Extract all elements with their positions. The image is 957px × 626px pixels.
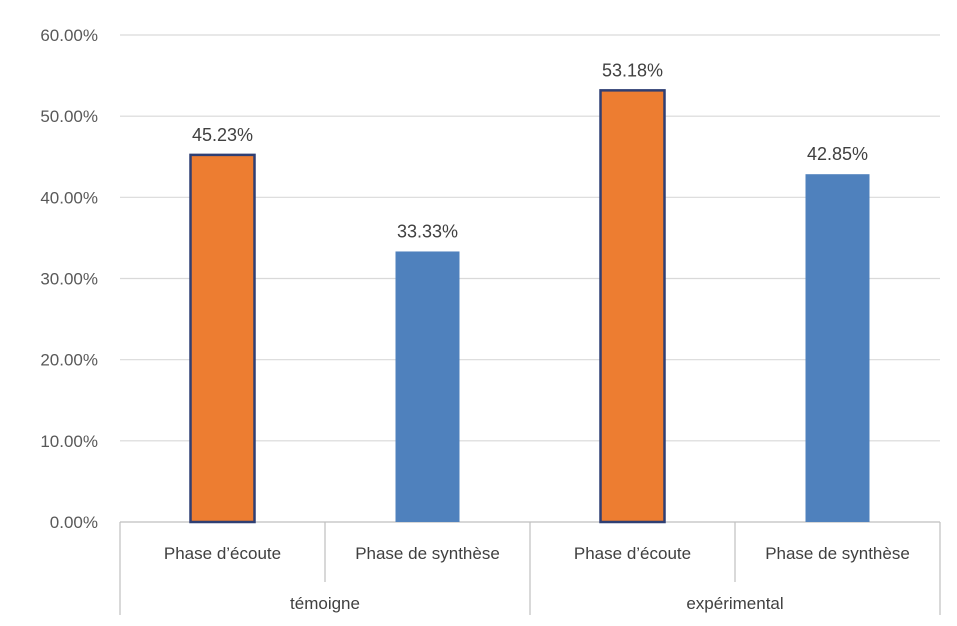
- y-tick-label: 0.00%: [50, 513, 98, 532]
- data-label: 42.85%: [807, 144, 868, 164]
- y-tick-label: 50.00%: [40, 107, 98, 126]
- group-label: expérimental: [686, 594, 783, 613]
- y-tick-label: 40.00%: [40, 188, 98, 207]
- y-tick-label: 20.00%: [40, 351, 98, 370]
- category-label: Phase de synthèse: [765, 544, 910, 563]
- y-tick-label: 30.00%: [40, 270, 98, 289]
- category-label: Phase d’écoute: [574, 544, 691, 563]
- category-label: Phase d’écoute: [164, 544, 281, 563]
- data-label: 45.23%: [192, 125, 253, 145]
- y-tick-label: 60.00%: [40, 26, 98, 45]
- axes: [119, 521, 941, 615]
- group-label: témoigne: [290, 594, 360, 613]
- gridlines: [120, 34, 940, 442]
- bar: [805, 174, 870, 522]
- bar: [189, 153, 256, 524]
- bar: [395, 251, 460, 522]
- data-label: 33.33%: [397, 221, 458, 241]
- y-tick-label: 10.00%: [40, 432, 98, 451]
- bar: [599, 89, 666, 524]
- data-label: 53.18%: [602, 60, 663, 80]
- labels: 0.00% 10.00% 20.00% 30.00% 40.00% 50.00% 60.00…: [40, 26, 909, 613]
- category-label: Phase de synthèse: [355, 544, 500, 563]
- bars: [189, 89, 870, 524]
